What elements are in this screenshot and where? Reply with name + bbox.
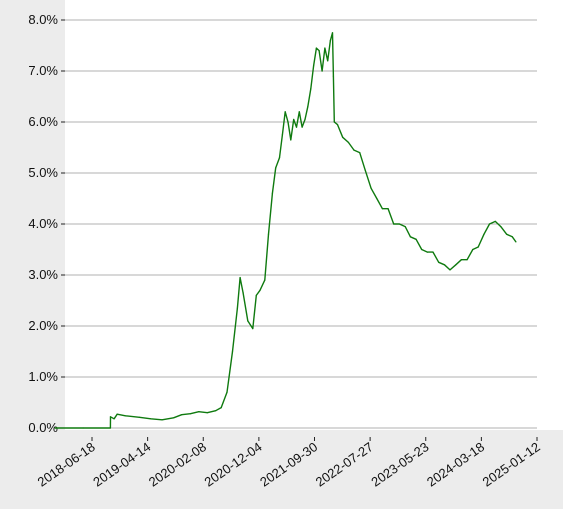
data-point xyxy=(370,187,372,189)
data-point xyxy=(336,124,339,126)
series-layer xyxy=(54,32,517,429)
y-axis: 0.0% 1.0% 2.0% 3.0% 4.0% 5.0% 6.0% 7.0% 8.0% xyxy=(28,12,65,435)
y-tick-label: 6.0% xyxy=(28,114,58,129)
data-point xyxy=(242,292,244,294)
data-point xyxy=(500,226,502,228)
data-point xyxy=(215,410,217,412)
data-point xyxy=(304,118,306,121)
data-point xyxy=(327,60,329,62)
data-point xyxy=(333,121,335,123)
data-point xyxy=(287,121,289,123)
data-point xyxy=(404,226,406,228)
data-point xyxy=(82,427,84,429)
data-point xyxy=(426,251,428,253)
data-point xyxy=(255,294,257,296)
data-point xyxy=(329,39,331,42)
data-point xyxy=(488,223,491,225)
data-point xyxy=(472,248,474,251)
data-point xyxy=(206,412,208,414)
data-point xyxy=(511,236,513,238)
data-point xyxy=(376,197,378,200)
plot-area xyxy=(65,0,563,430)
data-point xyxy=(298,111,300,113)
data-point xyxy=(460,259,462,261)
data-point xyxy=(483,233,485,235)
data-point xyxy=(432,251,434,253)
data-point xyxy=(387,208,389,210)
data-point xyxy=(181,414,183,416)
data-point xyxy=(347,141,349,143)
data-point xyxy=(109,416,112,418)
data-point xyxy=(226,391,228,393)
data-point xyxy=(318,50,320,52)
y-tick-label: 8.0% xyxy=(28,12,58,27)
data-point xyxy=(438,261,440,263)
data-point xyxy=(295,126,298,128)
data-point xyxy=(342,136,344,138)
data-point xyxy=(313,65,315,67)
data-point xyxy=(231,350,234,353)
data-point xyxy=(477,246,479,248)
data-point xyxy=(506,233,508,235)
data-point xyxy=(116,413,118,415)
data-point xyxy=(275,167,277,169)
data-point xyxy=(409,236,411,238)
data-point xyxy=(259,289,261,291)
data-point xyxy=(494,220,496,222)
data-point xyxy=(515,241,517,243)
data-point xyxy=(398,223,400,225)
y-tick-label: 7.0% xyxy=(28,63,58,78)
data-point xyxy=(173,417,175,419)
data-point xyxy=(239,277,241,279)
data-point xyxy=(281,134,283,136)
data-point xyxy=(252,328,254,330)
data-point xyxy=(290,139,292,141)
data-point xyxy=(264,279,266,281)
data-point xyxy=(247,320,249,322)
y-tick-label: 5.0% xyxy=(28,165,58,180)
data-point xyxy=(331,32,334,34)
data-point xyxy=(359,152,361,154)
data-point xyxy=(301,126,303,128)
data-point xyxy=(315,47,317,49)
data-point xyxy=(236,307,238,309)
data-point xyxy=(466,259,468,261)
y-tick-label: 0.0% xyxy=(28,420,58,435)
data-point xyxy=(198,411,200,413)
data-point xyxy=(321,70,323,72)
data-point xyxy=(381,208,383,210)
data-point xyxy=(278,157,281,159)
data-point xyxy=(443,264,446,266)
data-point xyxy=(415,238,417,240)
data-point xyxy=(138,416,141,418)
y-tick-label: 1.0% xyxy=(28,369,58,384)
data-point xyxy=(267,233,270,235)
data-point xyxy=(220,407,222,409)
data-point xyxy=(421,248,423,251)
data-point xyxy=(353,149,355,151)
data-point xyxy=(332,75,334,77)
data-point xyxy=(455,264,457,266)
data-point xyxy=(293,118,295,121)
data-point xyxy=(189,413,192,415)
data-point xyxy=(310,88,312,90)
data-point xyxy=(124,415,126,417)
data-point xyxy=(161,419,163,421)
data-point xyxy=(54,427,56,429)
data-point xyxy=(393,223,395,225)
data-point xyxy=(364,169,366,171)
y-tick-label: 3.0% xyxy=(28,267,58,282)
data-point xyxy=(113,418,115,420)
data-point xyxy=(284,111,286,113)
data-point xyxy=(307,106,309,108)
data-point xyxy=(271,192,273,194)
y-tick-label: 2.0% xyxy=(28,318,58,333)
y-tick-label: 4.0% xyxy=(28,216,58,231)
data-point xyxy=(324,47,326,49)
data-point xyxy=(109,427,111,429)
data-point xyxy=(150,418,152,420)
data-point xyxy=(449,269,451,271)
